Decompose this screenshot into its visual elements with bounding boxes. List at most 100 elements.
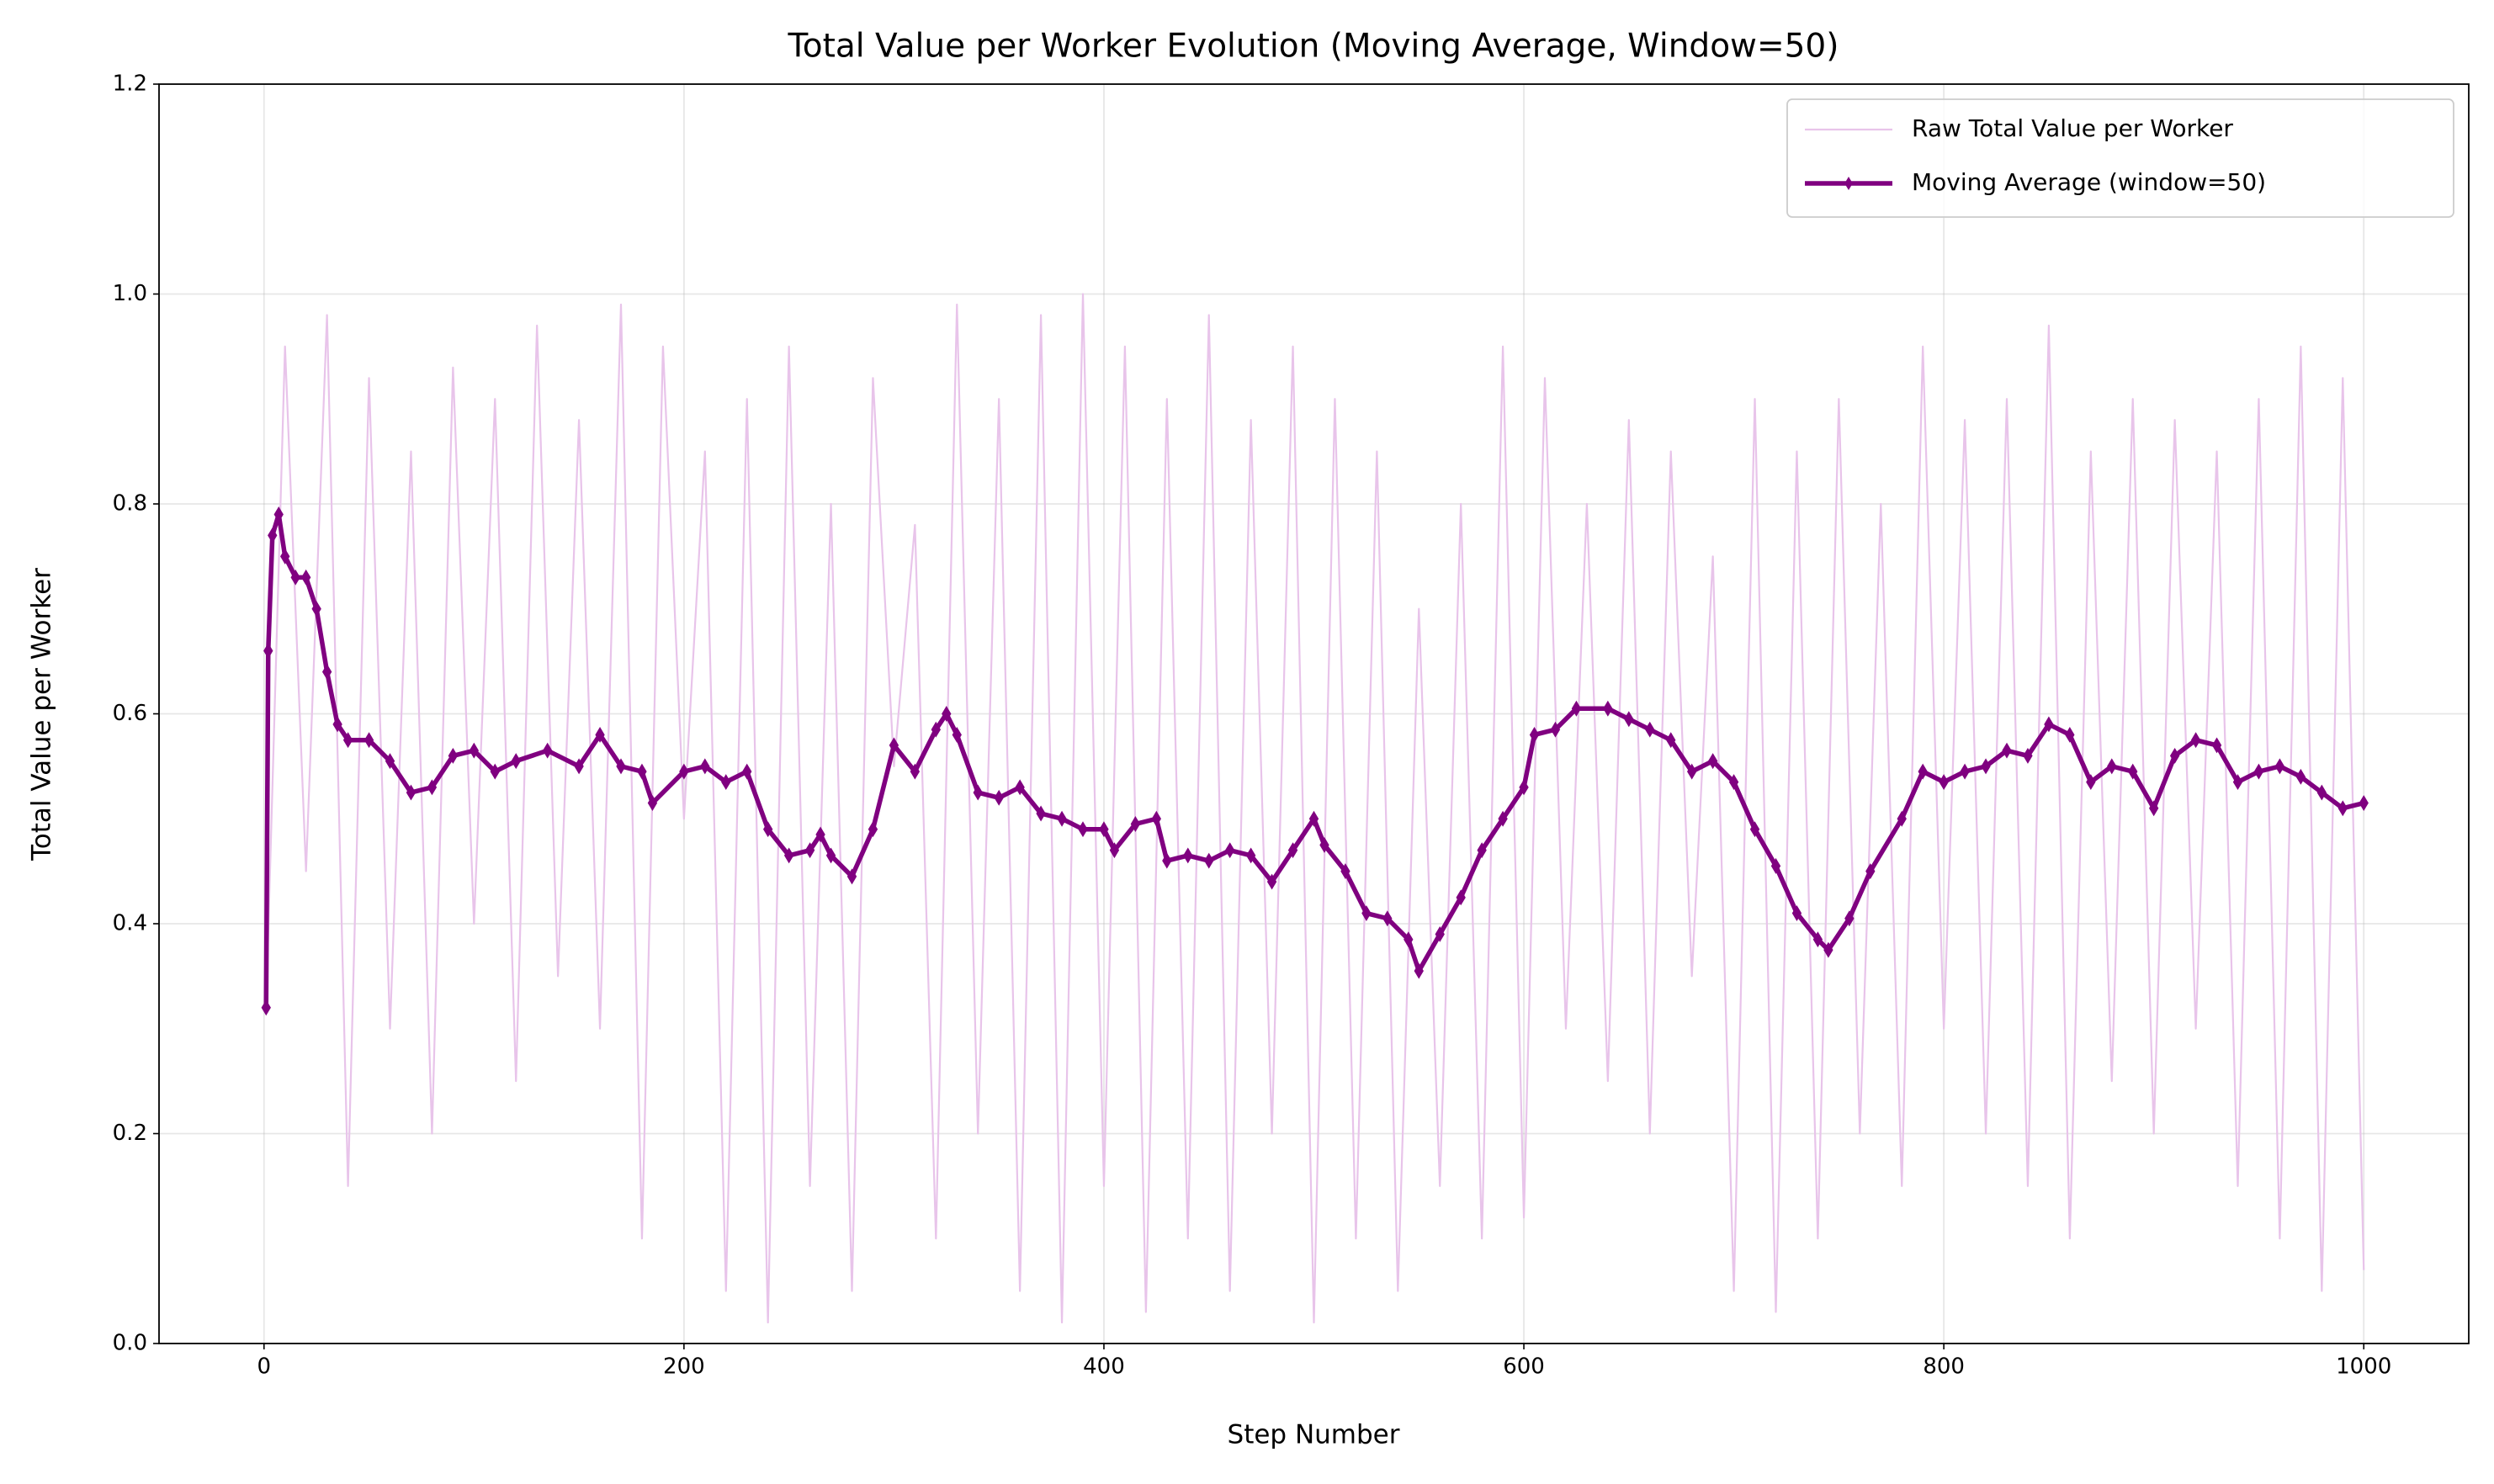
y-tick-label: 0.2: [113, 1121, 147, 1146]
marker: [1477, 842, 1487, 859]
marker: [1404, 931, 1414, 948]
y-tick-label: 0.6: [113, 701, 147, 726]
marker: [1183, 847, 1193, 864]
marker: [1666, 732, 1676, 749]
marker: [846, 868, 857, 885]
marker: [1057, 810, 1067, 827]
marker: [1151, 810, 1162, 827]
marker: [2169, 747, 2180, 764]
legend-label: Moving Average (window=50): [1912, 168, 2266, 196]
marker: [1414, 962, 1424, 979]
x-tick-label: 400: [1083, 1354, 1125, 1380]
series-line: [263, 511, 2364, 1008]
marker: [1865, 863, 1876, 880]
x-axis-label: Step Number: [1228, 1420, 1400, 1450]
marker: [1770, 857, 1781, 874]
marker: [574, 758, 584, 775]
marker: [910, 763, 921, 780]
marker: [2065, 726, 2075, 743]
marker: [889, 737, 899, 754]
marker: [742, 763, 752, 780]
marker: [942, 706, 952, 722]
marker: [2295, 768, 2306, 785]
y-tick-label: 1.2: [113, 72, 147, 97]
marker: [952, 726, 962, 743]
marker: [1308, 810, 1319, 827]
marker: [268, 527, 278, 543]
legend-marker: [1844, 177, 1853, 190]
marker: [363, 732, 374, 749]
marker: [1791, 905, 1802, 921]
marker: [868, 821, 878, 838]
marker: [679, 763, 689, 780]
x-tick-label: 600: [1503, 1354, 1545, 1380]
marker: [1645, 721, 1655, 738]
marker: [1918, 763, 1928, 780]
marker: [1624, 711, 1634, 728]
marker: [1571, 700, 1582, 717]
marker: [1707, 753, 1718, 770]
marker: [2044, 716, 2054, 733]
marker: [542, 742, 553, 759]
marker: [448, 747, 459, 764]
marker: [1245, 847, 1256, 864]
marker: [2002, 742, 2012, 759]
marker: [1981, 758, 1991, 775]
marker: [1340, 863, 1350, 880]
marker: [637, 763, 647, 780]
marker: [2211, 737, 2222, 754]
x-tick-label: 1000: [2336, 1354, 2391, 1380]
marker: [1897, 810, 1907, 827]
marker: [783, 847, 794, 864]
marker: [1382, 910, 1393, 927]
marker: [2190, 732, 2201, 749]
y-tick-label: 0.0: [113, 1331, 147, 1356]
marker: [1728, 774, 1739, 791]
marker: [2337, 800, 2348, 817]
marker: [1435, 926, 1445, 942]
marker: [2359, 795, 2369, 811]
marker: [1204, 852, 1214, 869]
marker: [1361, 905, 1372, 921]
marker: [763, 821, 773, 838]
marker: [825, 847, 836, 864]
y-tick-label: 0.8: [113, 491, 147, 517]
marker: [280, 548, 290, 564]
legend-box: [1786, 98, 2454, 218]
marker: [1812, 931, 1823, 948]
marker: [2086, 774, 2096, 791]
marker: [815, 826, 825, 843]
marker: [1456, 889, 1466, 906]
y-axis-label: Total Value per Worker: [27, 568, 57, 861]
y-tick-label: 0.4: [113, 911, 147, 936]
marker: [2107, 758, 2117, 775]
marker: [1109, 842, 1120, 859]
marker: [490, 763, 500, 780]
marker: [1823, 941, 1833, 958]
marker: [647, 795, 658, 811]
marker: [1162, 852, 1172, 869]
marker: [261, 999, 271, 1016]
marker: [595, 726, 605, 743]
marker: [342, 732, 353, 749]
marker: [1519, 779, 1529, 796]
marker: [1844, 910, 1855, 927]
marker: [721, 774, 731, 791]
marker: [385, 753, 395, 770]
marker: [2316, 784, 2327, 801]
marker: [1266, 873, 1277, 890]
marker: [1687, 763, 1697, 780]
marker: [290, 569, 300, 586]
marker: [301, 569, 311, 586]
x-tick-label: 200: [663, 1354, 705, 1380]
marker: [332, 716, 342, 733]
marker: [700, 758, 710, 775]
legend-label: Raw Total Value per Worker: [1912, 114, 2233, 142]
marker: [1130, 816, 1141, 832]
marker: [2023, 747, 2033, 764]
chart-title: Total Value per Worker Evolution (Moving…: [788, 28, 1839, 66]
marker: [973, 784, 983, 801]
marker: [1550, 721, 1561, 738]
